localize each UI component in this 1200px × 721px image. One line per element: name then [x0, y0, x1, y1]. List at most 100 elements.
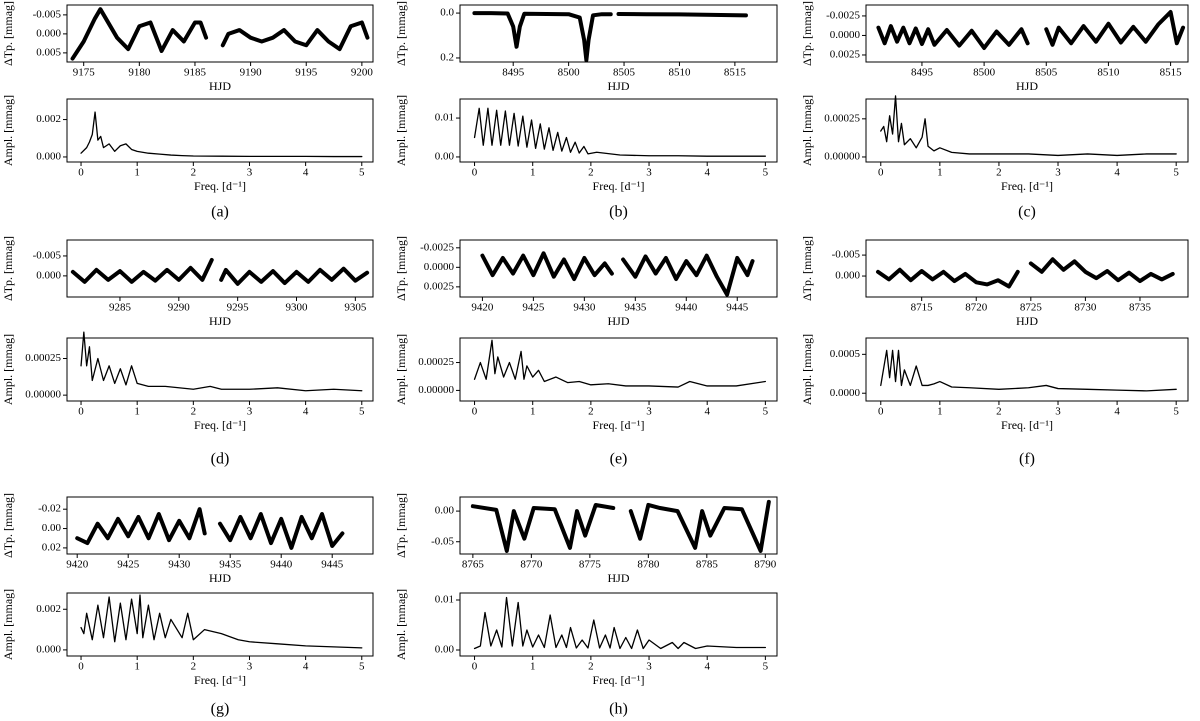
y-tick-label: 0.00: [42, 522, 62, 534]
y-axis-label: ΔTp. [mmag]: [394, 236, 408, 301]
x-tick-label: 9430: [168, 559, 191, 571]
data-line: [470, 499, 771, 553]
axes-frame: [865, 337, 1189, 402]
x-tick-label: 9430: [573, 302, 596, 314]
x-tick-label: 8495: [911, 67, 934, 79]
axes-frame: [459, 98, 778, 163]
y-axis-label: ΔTp. [mmag]: [1, 493, 15, 558]
x-axis-label: Freq. [d⁻¹]: [1001, 179, 1053, 193]
x-tick-label: 4: [303, 167, 309, 179]
x-tick-label: 9200: [351, 67, 374, 79]
x-tick-label: 8720: [965, 302, 988, 314]
x-tick-label: 9190: [240, 67, 263, 79]
x-tick-label: 4: [704, 167, 710, 179]
x-tick-label: 8780: [637, 559, 660, 571]
y-tick-label: -0.005: [33, 8, 62, 20]
axes-frame: [865, 98, 1189, 163]
x-tick-label: 8770: [520, 559, 543, 571]
axes-frame: [865, 239, 1189, 298]
data-line: [876, 10, 1186, 50]
x-tick-label: 8510: [668, 67, 691, 79]
x-tick-label: 9420: [471, 302, 494, 314]
x-tick-label: 5: [359, 167, 365, 179]
y-tick-label: 0.00000: [824, 150, 860, 162]
x-tick-label: 9195: [295, 67, 318, 79]
y-axis-label: Ampl. [mmag]: [1, 95, 15, 166]
x-tick-label: 8735: [1129, 302, 1152, 314]
y-axis-label: Ampl. [mmag]: [1, 589, 15, 660]
axes-frame: [66, 337, 374, 402]
x-tick-label: 4: [704, 661, 710, 673]
y-axis-label: ΔTp. [mmag]: [800, 1, 814, 66]
x-axis-label: HJD: [607, 79, 629, 93]
y-tick-label: 0.2: [440, 51, 454, 63]
y-tick-label: 0.00: [435, 644, 455, 656]
x-tick-label: 8510: [1097, 67, 1120, 79]
y-axis-label: ΔTp. [mmag]: [394, 1, 408, 66]
data-line: [70, 7, 370, 61]
y-tick-label: -0.0025: [826, 9, 860, 21]
x-tick-label: 9290: [168, 302, 191, 314]
x-tick-label: 1: [134, 661, 140, 673]
y-tick-label: 0.00025: [25, 352, 61, 364]
axes-frame: [66, 98, 374, 163]
x-tick-label: 3: [1055, 406, 1061, 418]
y-axis-label: Ampl. [mmag]: [1, 334, 15, 405]
panel-caption: (g): [211, 701, 230, 718]
x-tick-label: 8500: [973, 67, 996, 79]
x-tick-label: 3: [646, 661, 652, 673]
axes-frame: [459, 592, 778, 657]
x-tick-label: 8495: [502, 67, 525, 79]
data-line: [75, 507, 345, 550]
y-tick-label: -0.02: [38, 503, 61, 515]
y-axis-label: ΔTp. [mmag]: [1, 236, 15, 301]
x-tick-label: 9445: [321, 559, 344, 571]
data-line: [80, 111, 363, 158]
x-tick-label: 4: [303, 406, 309, 418]
x-tick-label: 5: [359, 406, 365, 418]
y-tick-label: 0.0000: [830, 387, 861, 399]
x-tick-label: 8715: [911, 302, 934, 314]
data-line: [480, 251, 755, 297]
x-axis-label: HJD: [607, 314, 629, 328]
panel-caption: (h): [609, 701, 628, 718]
data-line: [80, 594, 363, 649]
y-tick-label: 0.002: [36, 113, 61, 125]
axes-frame: [459, 496, 778, 555]
x-axis-label: HJD: [209, 314, 231, 328]
x-tick-label: 8775: [579, 559, 602, 571]
x-tick-label: 9445: [726, 302, 749, 314]
x-tick-label: 3: [247, 661, 253, 673]
axes-frame: [66, 239, 374, 298]
x-tick-label: 3: [646, 406, 652, 418]
x-tick-label: 1: [530, 167, 536, 179]
x-tick-label: 5: [359, 661, 365, 673]
x-axis-label: Freq. [d⁻¹]: [194, 179, 246, 193]
x-tick-label: 8725: [1020, 302, 1043, 314]
axes-frame: [459, 4, 778, 63]
x-tick-label: 9300: [286, 302, 309, 314]
x-tick-label: 4: [303, 661, 309, 673]
panel-caption: (d): [211, 451, 230, 468]
x-tick-label: 8500: [558, 67, 581, 79]
x-tick-label: 8515: [724, 67, 747, 79]
x-tick-label: 1: [530, 406, 536, 418]
x-axis-label: Freq. [d⁻¹]: [593, 418, 645, 432]
x-axis-label: Freq. [d⁻¹]: [593, 673, 645, 687]
x-axis-label: Freq. [d⁻¹]: [1001, 418, 1053, 432]
y-axis-label: Ampl. [mmag]: [394, 589, 408, 660]
x-tick-label: 5: [763, 167, 769, 179]
data-line: [70, 257, 370, 286]
x-tick-label: 1: [937, 406, 943, 418]
x-axis-label: HJD: [1016, 79, 1038, 93]
y-axis-label: ΔTp. [mmag]: [1, 1, 15, 66]
x-tick-label: 9295: [227, 302, 250, 314]
panel-caption: (c): [1018, 204, 1036, 221]
axes-frame: [459, 337, 778, 402]
data-line: [472, 11, 748, 63]
x-tick-label: 2: [191, 406, 197, 418]
x-tick-label: 9175: [73, 67, 96, 79]
x-tick-label: 8730: [1074, 302, 1097, 314]
